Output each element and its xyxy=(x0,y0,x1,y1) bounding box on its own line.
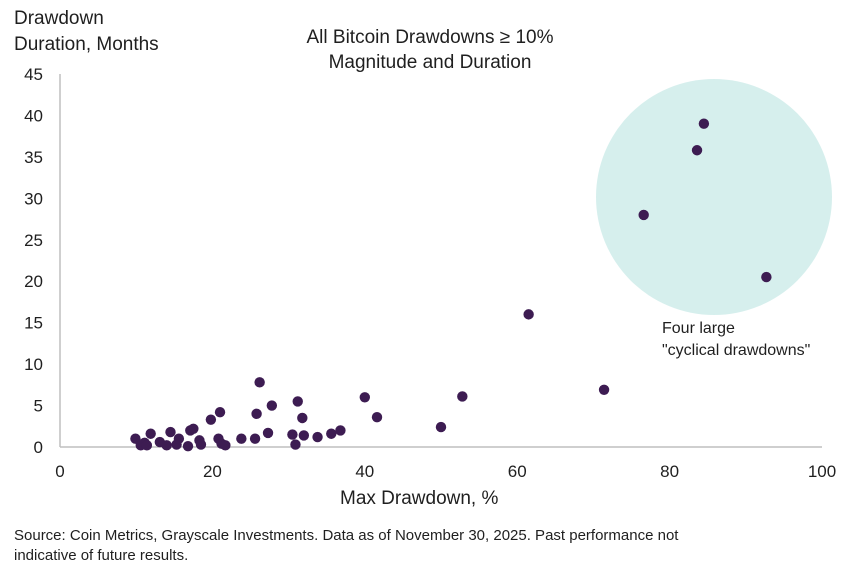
annotation-line-2: "cyclical drawdowns" xyxy=(662,342,811,359)
data-point xyxy=(251,408,262,420)
data-point xyxy=(188,423,199,434)
y-tick-label: 35 xyxy=(24,148,43,167)
data-point xyxy=(297,412,308,424)
data-point xyxy=(287,429,298,440)
data-point xyxy=(205,414,217,425)
y-tick-label: 10 xyxy=(24,355,43,374)
data-point xyxy=(359,392,370,403)
x-tick-label: 60 xyxy=(508,462,527,481)
annotation-line-1: Four large xyxy=(662,320,735,337)
data-point xyxy=(266,400,278,411)
x-axis-label: Max Drawdown, % xyxy=(340,488,499,509)
data-point xyxy=(236,433,247,444)
y-axis-label-line-1: Drawdown xyxy=(14,8,104,29)
data-point xyxy=(457,391,468,402)
data-point xyxy=(698,118,710,129)
x-tick-label: 20 xyxy=(203,462,222,481)
data-point xyxy=(161,440,172,451)
data-point xyxy=(145,428,156,439)
data-point xyxy=(691,145,703,156)
data-point xyxy=(141,440,153,451)
y-tick-label: 0 xyxy=(34,438,43,457)
cyclical-drawdowns-highlight xyxy=(596,79,832,315)
data-point xyxy=(335,425,346,436)
x-tick-label: 0 xyxy=(55,462,64,481)
data-point xyxy=(292,396,303,407)
data-point xyxy=(371,411,383,423)
data-point xyxy=(214,406,226,418)
y-tick-label: 5 xyxy=(34,397,43,416)
data-point xyxy=(182,440,194,452)
data-point xyxy=(290,439,301,450)
source-note-line-1: Source: Coin Metrics, Grayscale Investme… xyxy=(14,527,679,544)
data-point xyxy=(254,377,265,388)
data-point xyxy=(195,439,207,450)
y-tick-label: 30 xyxy=(24,189,43,208)
data-point xyxy=(298,430,310,441)
chart-title-line-1: All Bitcoin Drawdowns ≥ 10% xyxy=(306,27,554,48)
data-point xyxy=(435,421,447,433)
y-tick-label: 25 xyxy=(24,231,43,250)
data-point xyxy=(262,427,274,439)
data-point xyxy=(165,426,176,438)
x-tick-label: 80 xyxy=(660,462,679,481)
data-point xyxy=(598,384,610,396)
data-point xyxy=(638,209,649,221)
data-point xyxy=(220,440,231,451)
data-point xyxy=(312,431,323,443)
y-tick-label: 15 xyxy=(24,314,43,333)
y-tick-label: 45 xyxy=(24,65,43,84)
x-tick-label: 40 xyxy=(355,462,374,481)
y-tick-label: 20 xyxy=(24,272,43,291)
data-point xyxy=(523,309,534,320)
y-axis-label-line-2: Duration, Months xyxy=(14,34,159,55)
source-note-line-2: indicative of future results. xyxy=(14,547,189,564)
chart-title-line-2: Magnitude and Duration xyxy=(328,52,532,73)
data-points xyxy=(130,118,772,452)
tick-labels: 0 20 40 60 80 100 0 5 10 15 20 25 30 35 40 45 xyxy=(24,65,836,481)
x-tick-label: 100 xyxy=(808,462,836,481)
data-point xyxy=(761,271,772,283)
data-point xyxy=(326,428,337,439)
data-point xyxy=(173,433,185,444)
data-point xyxy=(249,433,261,444)
y-tick-label: 40 xyxy=(24,106,43,125)
